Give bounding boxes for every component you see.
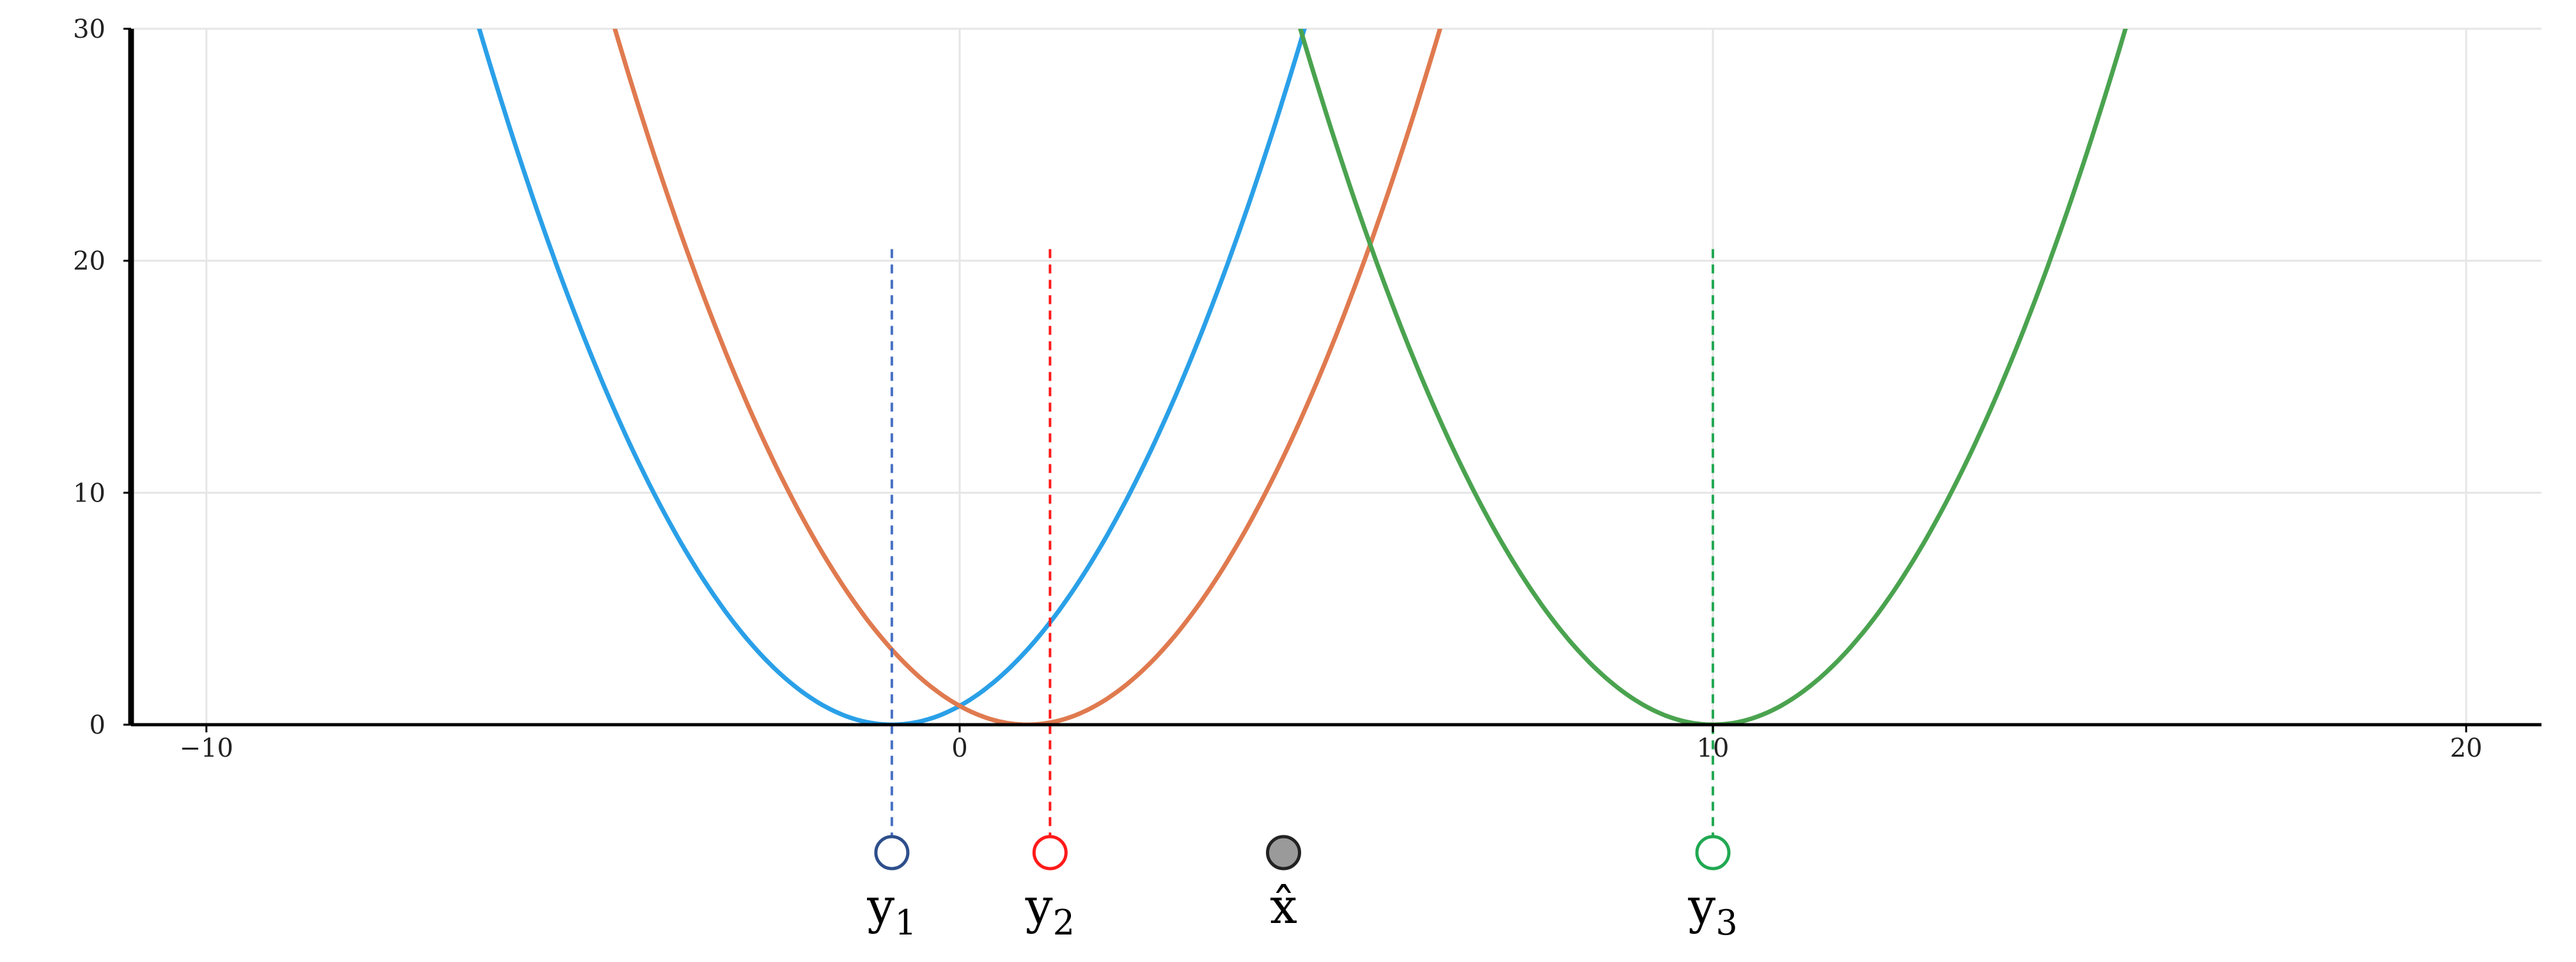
tick-labels: −10 0 10 20 0 10 20 30	[73, 15, 2483, 763]
marker-point	[874, 835, 910, 871]
marker-point	[1032, 835, 1068, 871]
markers: y1 y2 x̂ y3	[866, 835, 1738, 943]
marker-label: y2	[1025, 878, 1075, 943]
series-line-1	[476, 29, 1307, 725]
marker-label-subscript: 3	[1715, 903, 1737, 943]
marker-guides	[890, 249, 1715, 837]
x-tick-label: 10	[1697, 734, 1729, 763]
x-tick-label: 0	[951, 734, 967, 763]
y-tick-label: 10	[73, 478, 105, 508]
axes	[123, 28, 2541, 732]
x-tick-label: 20	[2450, 734, 2483, 763]
series-line-3	[1298, 29, 2128, 725]
y-tick-label: 30	[73, 15, 105, 44]
marker-label-text: y	[866, 878, 894, 934]
marker-label-text: y	[1025, 878, 1053, 934]
marker-label: y1	[866, 878, 916, 943]
marker-label: x̂	[1270, 878, 1297, 934]
series-line-2	[613, 29, 1442, 725]
marker-label-subscript: 2	[1053, 903, 1075, 943]
marker-label-subscript: 1	[894, 903, 916, 943]
series-layer	[476, 29, 2128, 725]
x-tick-label: −10	[180, 734, 233, 763]
marker-point	[1266, 835, 1302, 871]
grid	[131, 28, 2541, 725]
y-tick-label: 20	[73, 247, 105, 276]
marker-label: y3	[1687, 878, 1737, 943]
y-tick-label: 0	[90, 711, 105, 740]
marker-point	[1695, 835, 1731, 871]
marker-label-text: x̂	[1270, 878, 1297, 934]
marker-label-text: y	[1687, 878, 1715, 934]
